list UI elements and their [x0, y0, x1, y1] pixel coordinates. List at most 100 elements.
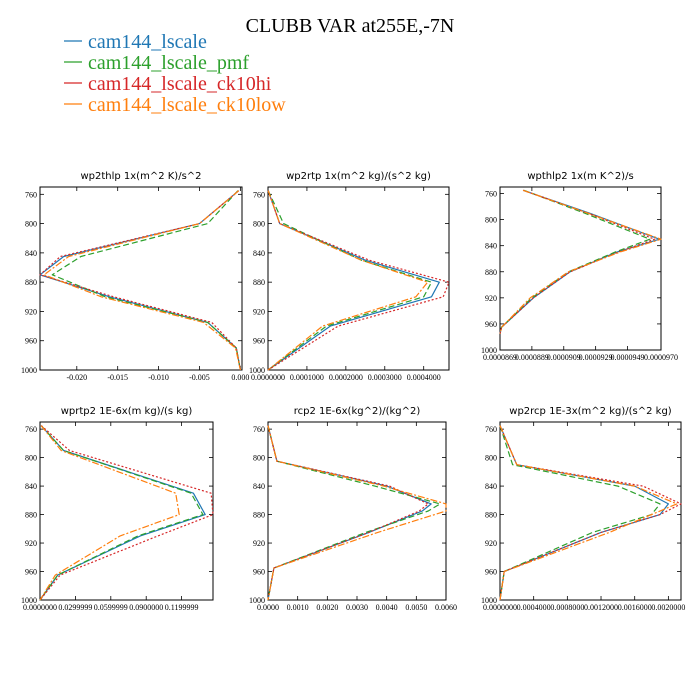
series-line-cam144_lscale_ck10low — [499, 425, 678, 601]
panel-title: wprtp2 1E-6x(m kg)/(s kg) — [61, 406, 193, 417]
y-tick-label: 960 — [253, 568, 265, 577]
x-tick-label: 0.0008000 — [550, 603, 584, 612]
y-tick-label: 760 — [253, 190, 265, 199]
series-line-cam144_lscale_pmf — [499, 425, 661, 601]
panel-3: wprtp2 1E-6x(m kg)/(s kg) 760 800 840 880 920… — [21, 406, 214, 612]
x-tick-label: 0.0003000 — [368, 373, 402, 382]
y-tick-label: 920 — [25, 307, 37, 316]
y-tick-label: 880 — [253, 511, 265, 520]
x-tick-label: 0.0000 — [257, 603, 279, 612]
y-tick-label: 1000 — [21, 366, 37, 375]
legend-label-2: cam144_lscale_ck10hi — [88, 73, 272, 95]
series-line-cam144_lscale_ck10hi — [499, 425, 682, 601]
panel-title: wp2thlp 1x(m^2 K)/s^2 — [80, 171, 201, 182]
panel-1: wp2rtp 1x(m^2 kg)/(s^2 kg) 760 800 840 880 92… — [249, 171, 450, 382]
legend: cam144_lscalecam144_lscale_pmfcam144_lsc… — [64, 31, 286, 116]
panel-title: wpthlp2 1x(m K^2)/s — [527, 171, 633, 182]
x-tick-label: 0.0900000 — [129, 603, 163, 612]
x-tick-label: 0.0000929 — [579, 353, 613, 362]
x-tick-label: 0.0030 — [346, 603, 368, 612]
y-tick-label: 1000 — [21, 596, 37, 605]
series-line-cam144_lscale_ck10low — [39, 425, 180, 601]
y-tick-label: 840 — [253, 249, 265, 258]
y-tick-label: 960 — [485, 320, 497, 329]
panel-2: wpthlp2 1x(m K^2)/s 760 800 840 880 920 960 100… — [481, 171, 678, 362]
panel-title: rcp2 1E-6x(kg^2)/(kg^2) — [294, 406, 421, 417]
x-tick-label: -0.005 — [189, 373, 210, 382]
x-tick-label: 0.0002000 — [329, 373, 363, 382]
x-tick-label: 0.0001000 — [290, 373, 324, 382]
y-tick-label: 880 — [25, 278, 37, 287]
x-tick-label: 0.0000000 — [483, 603, 517, 612]
y-tick-label: 1000 — [481, 346, 497, 355]
y-tick-label: 920 — [253, 539, 265, 548]
x-tick-label: 0.000 — [231, 373, 249, 382]
y-tick-label: 920 — [485, 294, 497, 303]
series-line-cam144_lscale_ck10low — [267, 425, 447, 601]
x-tick-label: -0.010 — [148, 373, 169, 382]
y-tick-label: 800 — [253, 220, 265, 229]
x-tick-label: 0.0040 — [376, 603, 398, 612]
plot-frame — [39, 186, 243, 371]
x-tick-label: 0.0050 — [405, 603, 427, 612]
y-tick-label: 800 — [485, 216, 497, 225]
x-tick-label: 0.0000000 — [23, 603, 57, 612]
x-tick-label: 0.0000889 — [515, 353, 549, 362]
y-tick-label: 800 — [485, 454, 497, 463]
y-tick-label: 800 — [25, 454, 37, 463]
y-tick-label: 1000 — [249, 596, 265, 605]
x-tick-label: 0.0599999 — [94, 603, 128, 612]
series-line-cam144_lscale — [499, 425, 670, 601]
y-tick-label: 880 — [25, 511, 37, 520]
series-line-cam144_lscale — [267, 190, 440, 371]
plot-frame — [267, 186, 450, 371]
x-tick-label: 0.0016000 — [618, 603, 652, 612]
x-tick-label: 0.0010 — [287, 603, 309, 612]
series-line-cam144_lscale_pmf — [499, 189, 651, 334]
figure-title: CLUBB VAR at255E,-7N — [246, 15, 455, 37]
y-tick-label: 920 — [25, 539, 37, 548]
y-tick-label: 1000 — [249, 366, 265, 375]
y-tick-label: 760 — [485, 425, 497, 434]
y-tick-label: 840 — [485, 482, 497, 491]
y-tick-label: 960 — [25, 337, 37, 346]
y-tick-label: 840 — [25, 249, 37, 258]
x-tick-label: 0.0000000 — [251, 373, 285, 382]
y-tick-label: 840 — [253, 482, 265, 491]
series-line-cam144_lscale_ck10hi — [39, 190, 241, 371]
y-tick-label: 880 — [485, 511, 497, 520]
y-tick-label: 960 — [25, 568, 37, 577]
y-tick-label: 960 — [485, 568, 497, 577]
series-line-cam144_lscale — [267, 425, 432, 601]
y-tick-label: 840 — [25, 482, 37, 491]
plot-frame — [499, 421, 682, 601]
plot-frame — [267, 421, 447, 601]
y-tick-label: 760 — [25, 190, 37, 199]
y-tick-label: 760 — [25, 425, 37, 434]
panel-4: rcp2 1E-6x(kg^2)/(kg^2) 760 800 840 880 920 96… — [249, 406, 457, 612]
panel-0: wp2thlp 1x(m^2 K)/s^2 760 800 840 880 920 960 1… — [21, 171, 249, 382]
x-tick-label: 0.0004000 — [407, 373, 441, 382]
x-tick-label: -0.015 — [107, 373, 128, 382]
x-tick-label: 0.0060 — [435, 603, 457, 612]
panel-title: wp2rcp 1E-3x(m^2 kg)/(s^2 kg) — [509, 406, 672, 417]
legend-label-3: cam144_lscale_ck10low — [88, 94, 286, 116]
x-tick-label: 0.0000970 — [644, 353, 678, 362]
legend-label-0: cam144_lscale — [88, 31, 207, 53]
x-tick-label: 0.0299999 — [58, 603, 92, 612]
legend-label-1: cam144_lscale_pmf — [88, 52, 249, 74]
y-tick-label: 960 — [253, 337, 265, 346]
panels: wp2thlp 1x(m^2 K)/s^2 760 800 840 880 920 960 1… — [21, 171, 685, 612]
series-line-cam144_lscale_ck10low — [267, 190, 429, 371]
x-tick-label: 0.0004000 — [517, 603, 551, 612]
series-line-cam144_lscale — [39, 190, 241, 371]
x-tick-label: 0.0012000 — [584, 603, 618, 612]
x-tick-label: -0.020 — [66, 373, 87, 382]
series-line-cam144_lscale_ck10hi — [39, 425, 214, 601]
y-tick-label: 840 — [485, 242, 497, 251]
series-line-cam144_lscale_pmf — [267, 425, 441, 601]
x-tick-label: 0.0020 — [316, 603, 338, 612]
y-tick-label: 760 — [253, 425, 265, 434]
plot-frame — [39, 421, 214, 601]
